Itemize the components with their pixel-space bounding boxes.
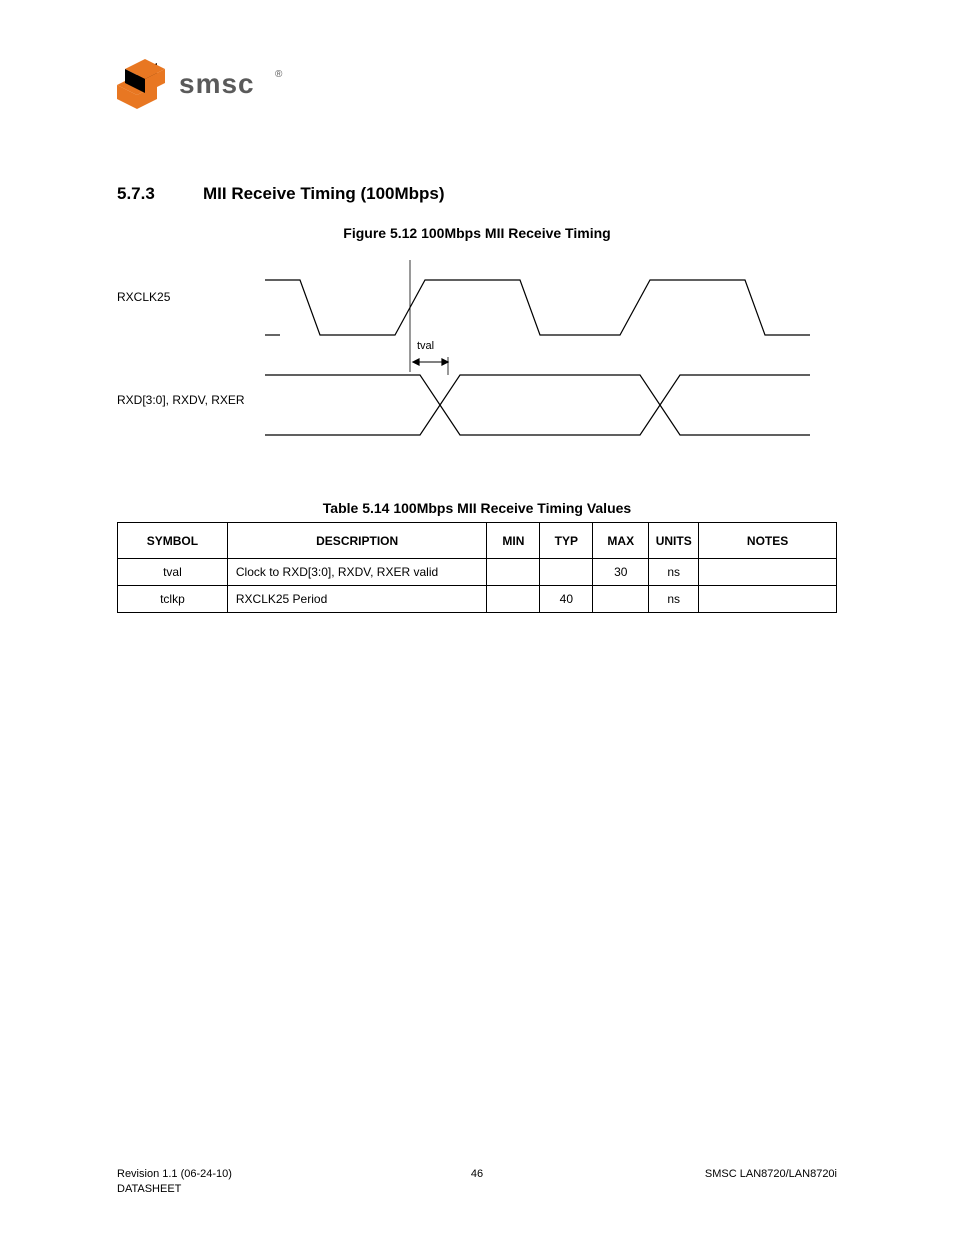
- table-header-row: SYMBOL DESCRIPTION MIN TYP MAX UNITS NOT…: [118, 523, 837, 559]
- cell-units: ns: [649, 559, 699, 586]
- col-symbol: SYMBOL: [118, 523, 228, 559]
- cell-symbol: tval: [118, 559, 228, 586]
- cell-description: Clock to RXD[3:0], RXDV, RXER valid: [227, 559, 487, 586]
- cell-symbol: tclkp: [118, 586, 228, 613]
- signal-label-rxd: RXD[3:0], RXDV, RXER: [117, 393, 245, 407]
- section-title: MII Receive Timing (100Mbps): [203, 184, 445, 204]
- footer-part-number: SMSC LAN8720/LAN8720i: [705, 1168, 837, 1180]
- cell-units: ns: [649, 586, 699, 613]
- brand-logo: smsc ®: [117, 57, 337, 112]
- cell-notes: [699, 586, 837, 613]
- signal-label-rxclk25: RXCLK25: [117, 290, 170, 304]
- figure-caption: Figure 5.12 100Mbps MII Receive Timing: [0, 225, 954, 241]
- cell-notes: [699, 559, 837, 586]
- table-row: tval Clock to RXD[3:0], RXDV, RXER valid…: [118, 559, 837, 586]
- col-min: MIN: [487, 523, 540, 559]
- col-typ: TYP: [540, 523, 593, 559]
- cell-description: RXCLK25 Period: [227, 586, 487, 613]
- cell-min: [487, 586, 540, 613]
- cell-max: 30: [593, 559, 649, 586]
- cell-min: [487, 559, 540, 586]
- table-caption: Table 5.14 100Mbps MII Receive Timing Va…: [0, 500, 954, 516]
- cell-max: [593, 586, 649, 613]
- cell-typ: 40: [540, 586, 593, 613]
- svg-text:®: ®: [275, 69, 283, 80]
- section-number: 5.7.3: [117, 184, 155, 204]
- table-row: tclkp RXCLK25 Period 40 ns: [118, 586, 837, 613]
- svg-text:smsc: smsc: [179, 68, 255, 99]
- cell-typ: [540, 559, 593, 586]
- footer-doc-type: DATASHEET: [117, 1183, 181, 1195]
- timing-diagram: [265, 250, 810, 470]
- col-max: MAX: [593, 523, 649, 559]
- col-notes: NOTES: [699, 523, 837, 559]
- col-units: UNITS: [649, 523, 699, 559]
- parameter-table: SYMBOL DESCRIPTION MIN TYP MAX UNITS NOT…: [117, 522, 837, 613]
- col-description: DESCRIPTION: [227, 523, 487, 559]
